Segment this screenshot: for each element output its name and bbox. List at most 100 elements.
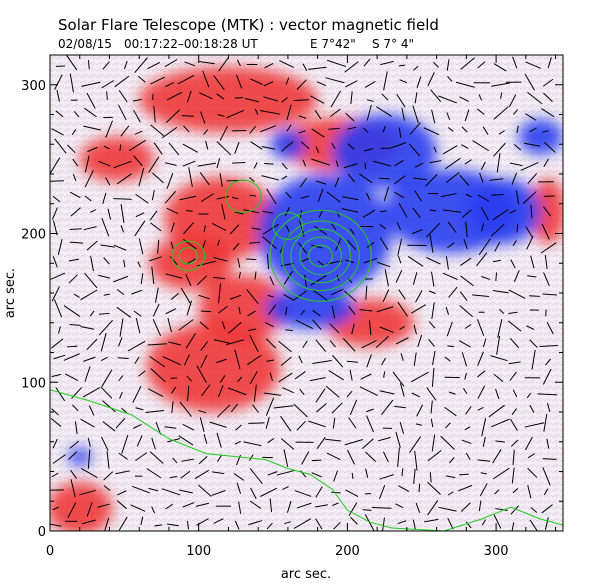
field-vector-95 bbox=[81, 468, 98, 479]
field-vector-321 bbox=[234, 349, 241, 370]
field-vector-809 bbox=[106, 91, 108, 100]
field-vector-774 bbox=[542, 130, 549, 133]
field-vector-358 bbox=[329, 340, 336, 348]
field-vector-238 bbox=[394, 405, 406, 409]
field-vector-341 bbox=[50, 338, 64, 349]
field-vector-732 bbox=[364, 148, 374, 152]
field-vector-654 bbox=[105, 177, 111, 186]
field-vector-274 bbox=[477, 385, 485, 399]
field-vector-689 bbox=[165, 162, 177, 166]
field-vector-665 bbox=[281, 175, 288, 180]
field-vector-409 bbox=[152, 303, 160, 317]
field-vector-795 bbox=[376, 106, 392, 117]
field-vector-322 bbox=[247, 354, 262, 366]
field-vector-873 bbox=[134, 57, 148, 74]
field-vector-496 bbox=[52, 256, 58, 268]
field-vector-590 bbox=[70, 207, 81, 217]
field-vector-18 bbox=[350, 516, 358, 525]
field-vector-551 bbox=[447, 242, 455, 249]
field-vector-483 bbox=[347, 277, 353, 284]
x-tick-label-0: 0 bbox=[46, 544, 54, 559]
field-vector-553 bbox=[478, 238, 491, 256]
field-vector-136 bbox=[249, 454, 254, 461]
field-vector-447 bbox=[267, 294, 274, 298]
field-vector-345 bbox=[118, 337, 123, 347]
field-vector-229 bbox=[252, 404, 259, 413]
field-vector-655 bbox=[116, 173, 132, 185]
field-vector-99 bbox=[146, 468, 162, 479]
field-vector-360 bbox=[361, 340, 377, 349]
field-vector-709 bbox=[496, 153, 501, 173]
field-vector-173 bbox=[344, 439, 363, 446]
field-vector-585 bbox=[490, 223, 505, 237]
field-vector-884 bbox=[308, 66, 327, 70]
field-vector-196 bbox=[209, 421, 227, 428]
field-vector-398 bbox=[477, 319, 485, 336]
field-vector-24 bbox=[447, 517, 454, 530]
field-vector-25 bbox=[465, 521, 472, 529]
field-vector-74 bbox=[250, 487, 257, 499]
field-vector-67 bbox=[131, 485, 150, 494]
y-tick-label-0: 0 bbox=[38, 525, 46, 540]
field-vector-517 bbox=[397, 255, 402, 264]
field-vector-628 bbox=[179, 195, 197, 201]
field-vector-146 bbox=[414, 450, 418, 471]
field-vector-377 bbox=[135, 317, 141, 334]
field-vector-885 bbox=[327, 59, 347, 68]
field-vector-261 bbox=[263, 392, 281, 396]
field-vector-362 bbox=[395, 337, 409, 345]
field-vector-315 bbox=[134, 356, 140, 365]
field-vector-361 bbox=[375, 335, 389, 349]
field-vector-121 bbox=[511, 467, 515, 484]
field-vector-765 bbox=[398, 127, 402, 138]
field-vector-335 bbox=[461, 352, 468, 367]
field-vector-20 bbox=[382, 517, 385, 531]
field-vector-376 bbox=[119, 318, 124, 337]
field-vector-621 bbox=[69, 191, 81, 199]
field-vector-785 bbox=[217, 114, 225, 117]
field-vector-389 bbox=[329, 323, 340, 334]
field-vector-272 bbox=[448, 391, 456, 395]
field-vector-58 bbox=[495, 508, 508, 512]
field-vector-400 bbox=[507, 320, 522, 332]
field-vector-663 bbox=[249, 177, 255, 182]
field-vector-340 bbox=[545, 358, 552, 366]
field-vector-799 bbox=[446, 112, 451, 121]
field-vector-184 bbox=[525, 436, 533, 451]
field-vector-220 bbox=[102, 400, 116, 413]
field-vector-374 bbox=[80, 325, 95, 330]
field-vector-563 bbox=[134, 220, 146, 237]
field-vector-266 bbox=[346, 390, 353, 398]
field-vector-749 bbox=[134, 130, 143, 135]
field-vector-526 bbox=[544, 254, 548, 270]
field-vector-520 bbox=[445, 256, 449, 270]
field-vector-216 bbox=[543, 413, 548, 432]
field-vector-637 bbox=[326, 191, 341, 203]
field-vector-263 bbox=[299, 388, 305, 395]
field-vector-583 bbox=[465, 221, 468, 238]
field-vector-748 bbox=[120, 125, 130, 137]
field-vector-317 bbox=[162, 356, 181, 366]
field-vector-642 bbox=[414, 190, 422, 202]
field-vector-257 bbox=[201, 384, 211, 397]
field-vector-112 bbox=[365, 468, 369, 478]
field-vector-155 bbox=[52, 438, 58, 449]
field-vector-152 bbox=[512, 449, 515, 466]
field-vector-94 bbox=[70, 469, 77, 479]
field-vector-729 bbox=[315, 146, 320, 154]
field-vector-823 bbox=[330, 90, 341, 108]
field-vector-877 bbox=[199, 60, 215, 65]
field-vector-251 bbox=[100, 386, 113, 399]
field-vector-516 bbox=[376, 261, 391, 268]
field-vector-280 bbox=[64, 373, 79, 382]
field-vector-714 bbox=[67, 144, 76, 154]
contour-0-2 bbox=[290, 228, 351, 284]
field-vector-260 bbox=[253, 384, 257, 402]
field-vector-383 bbox=[228, 321, 242, 334]
field-vector-290 bbox=[237, 376, 243, 382]
field-vector-301 bbox=[410, 371, 429, 383]
field-vector-101 bbox=[180, 470, 191, 479]
field-vector-889 bbox=[398, 64, 405, 67]
field-vector-557 bbox=[540, 242, 557, 254]
